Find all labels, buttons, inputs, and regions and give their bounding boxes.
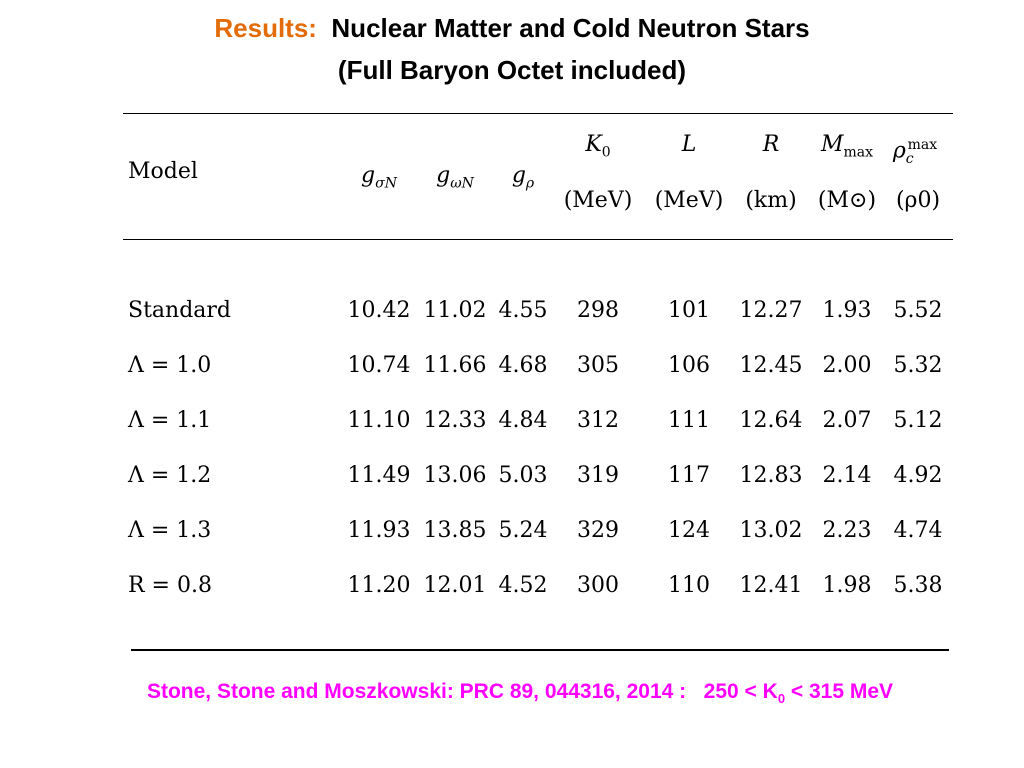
cell-g-rho: 4.55 [498,298,548,323]
cell-g-sigma-n: 10.74 [347,353,411,378]
cell-g-sigma-n: 10.42 [347,298,411,323]
cell-g-sigma-n: 11.93 [347,518,411,543]
cell-model: Λ = 1.3 [128,518,212,543]
cell-g-omega-n: 13.06 [423,463,487,488]
cell-g-omega-n: 12.01 [423,573,487,598]
cell-mmax: 2.07 [822,408,872,433]
cell-g-rho: 4.52 [498,573,548,598]
cell-mmax: 2.14 [822,463,872,488]
cell-r: 12.45 [739,353,803,378]
citation-text: Stone, Stone and Moszkowski: PRC 89, 044… [146,680,687,703]
header-model: Model [128,159,198,184]
cell-mmax: 1.98 [822,573,872,598]
cell-k0: 319 [577,463,619,488]
slide-subtitle: (Full Baryon Octet included) [337,55,687,85]
cell-model: Λ = 1.1 [128,408,212,433]
cell-g-sigma-n: 11.10 [347,408,411,433]
range-prefix: 250 < K [703,680,778,703]
cell-r: 12.83 [739,463,803,488]
cell-l: 106 [668,353,710,378]
table-top-rule [123,113,953,114]
cell-g-rho: 4.84 [498,408,548,433]
slide-title: Results: Nuclear Matter and Cold Neutron… [0,12,1024,44]
range-sub: 0 [777,691,786,707]
cell-mmax: 2.00 [822,353,872,378]
cell-mmax: 1.93 [822,298,872,323]
cell-rho-c-max: 5.52 [893,298,943,323]
header-g-omega-n: gωN [436,163,474,192]
cell-g-sigma-n: 11.20 [347,573,411,598]
cell-rho-c-max: 5.12 [893,408,943,433]
cell-l: 110 [668,573,710,598]
table-header-rule [123,239,953,240]
cell-rho-c-max: 5.32 [893,353,943,378]
unit-k0: (MeV) [563,188,633,213]
cell-g-omega-n: 11.66 [423,353,487,378]
cell-g-omega-n: 11.02 [423,298,487,323]
cell-g-omega-n: 13.85 [423,518,487,543]
cell-r: 12.41 [739,573,803,598]
range-suffix: < 315 MeV [785,680,894,703]
header-g-sigma-n: gσN [361,163,397,192]
cell-l: 117 [668,463,710,488]
table-bottom-rule [131,649,949,651]
cell-k0: 298 [577,298,619,323]
cell-k0: 312 [577,408,619,433]
cell-model: R = 0.8 [128,573,212,598]
cell-r: 12.27 [739,298,803,323]
cell-g-omega-n: 12.33 [423,408,487,433]
header-g-rho: gρ [511,163,535,192]
cell-g-sigma-n: 11.49 [347,463,411,488]
cell-k0: 300 [577,573,619,598]
cell-rho-c-max: 4.74 [893,518,943,543]
citation: Stone, Stone and Moszkowski: PRC 89, 044… [0,677,1024,714]
header-mmax: Mmax [820,132,874,161]
title-main: Nuclear Matter and Cold Neutron Stars [331,13,810,43]
cell-l: 111 [668,408,710,433]
unit-rho: (ρ0) [895,188,941,213]
header-l: L [681,132,697,157]
k0-range: 250 < K0 < 315 MeV [703,680,894,707]
cell-rho-c-max: 4.92 [893,463,943,488]
cell-rho-c-max: 5.38 [893,573,943,598]
title-prefix: Results: [214,13,317,43]
cell-l: 101 [668,298,710,323]
cell-g-rho: 4.68 [498,353,548,378]
cell-k0: 329 [577,518,619,543]
header-k0: K0 [585,132,611,161]
cell-model: Standard [128,298,231,323]
unit-l: (MeV) [654,188,724,213]
cell-k0: 305 [577,353,619,378]
cell-r: 12.64 [739,408,803,433]
cell-g-rho: 5.03 [498,463,548,488]
cell-model: Λ = 1.2 [128,463,212,488]
cell-model: Λ = 1.0 [128,353,212,378]
unit-mmax: (M⊙) [817,188,877,213]
header-r: R [762,132,780,157]
cell-r: 13.02 [739,518,803,543]
header-rho-c-max: ρcmax [892,137,938,167]
cell-mmax: 2.23 [822,518,872,543]
cell-l: 124 [668,518,710,543]
unit-r: (km) [745,188,797,213]
cell-g-rho: 5.24 [498,518,548,543]
